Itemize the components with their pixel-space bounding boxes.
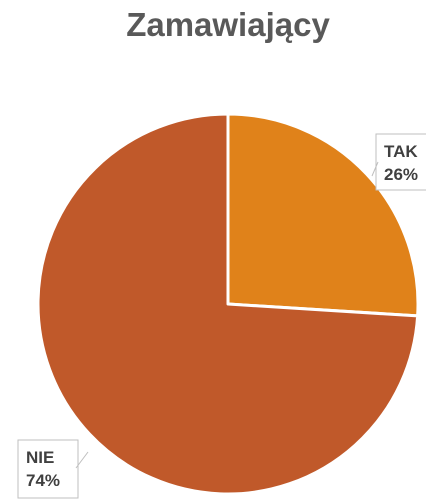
pie-callouts: TAK 26% NIE 74% (17, 133, 426, 499)
data-label-leader (371, 161, 379, 177)
data-label-category: NIE (26, 448, 54, 467)
data-label-category: TAK (384, 142, 418, 161)
chart-title: Zamawiający (126, 6, 330, 43)
pie-slice-nie (36, 112, 420, 496)
data-label-tak: TAK 26% (371, 133, 426, 191)
data-label-percent: 74% (26, 471, 60, 490)
data-label-box (17, 439, 79, 499)
pie-slice-tak (226, 112, 420, 318)
data-label-nie: NIE 74% (17, 439, 89, 499)
data-label-percent: 26% (384, 165, 418, 184)
pie-slices (36, 112, 420, 496)
data-label-box (375, 133, 426, 191)
data-label-leader (75, 451, 89, 469)
